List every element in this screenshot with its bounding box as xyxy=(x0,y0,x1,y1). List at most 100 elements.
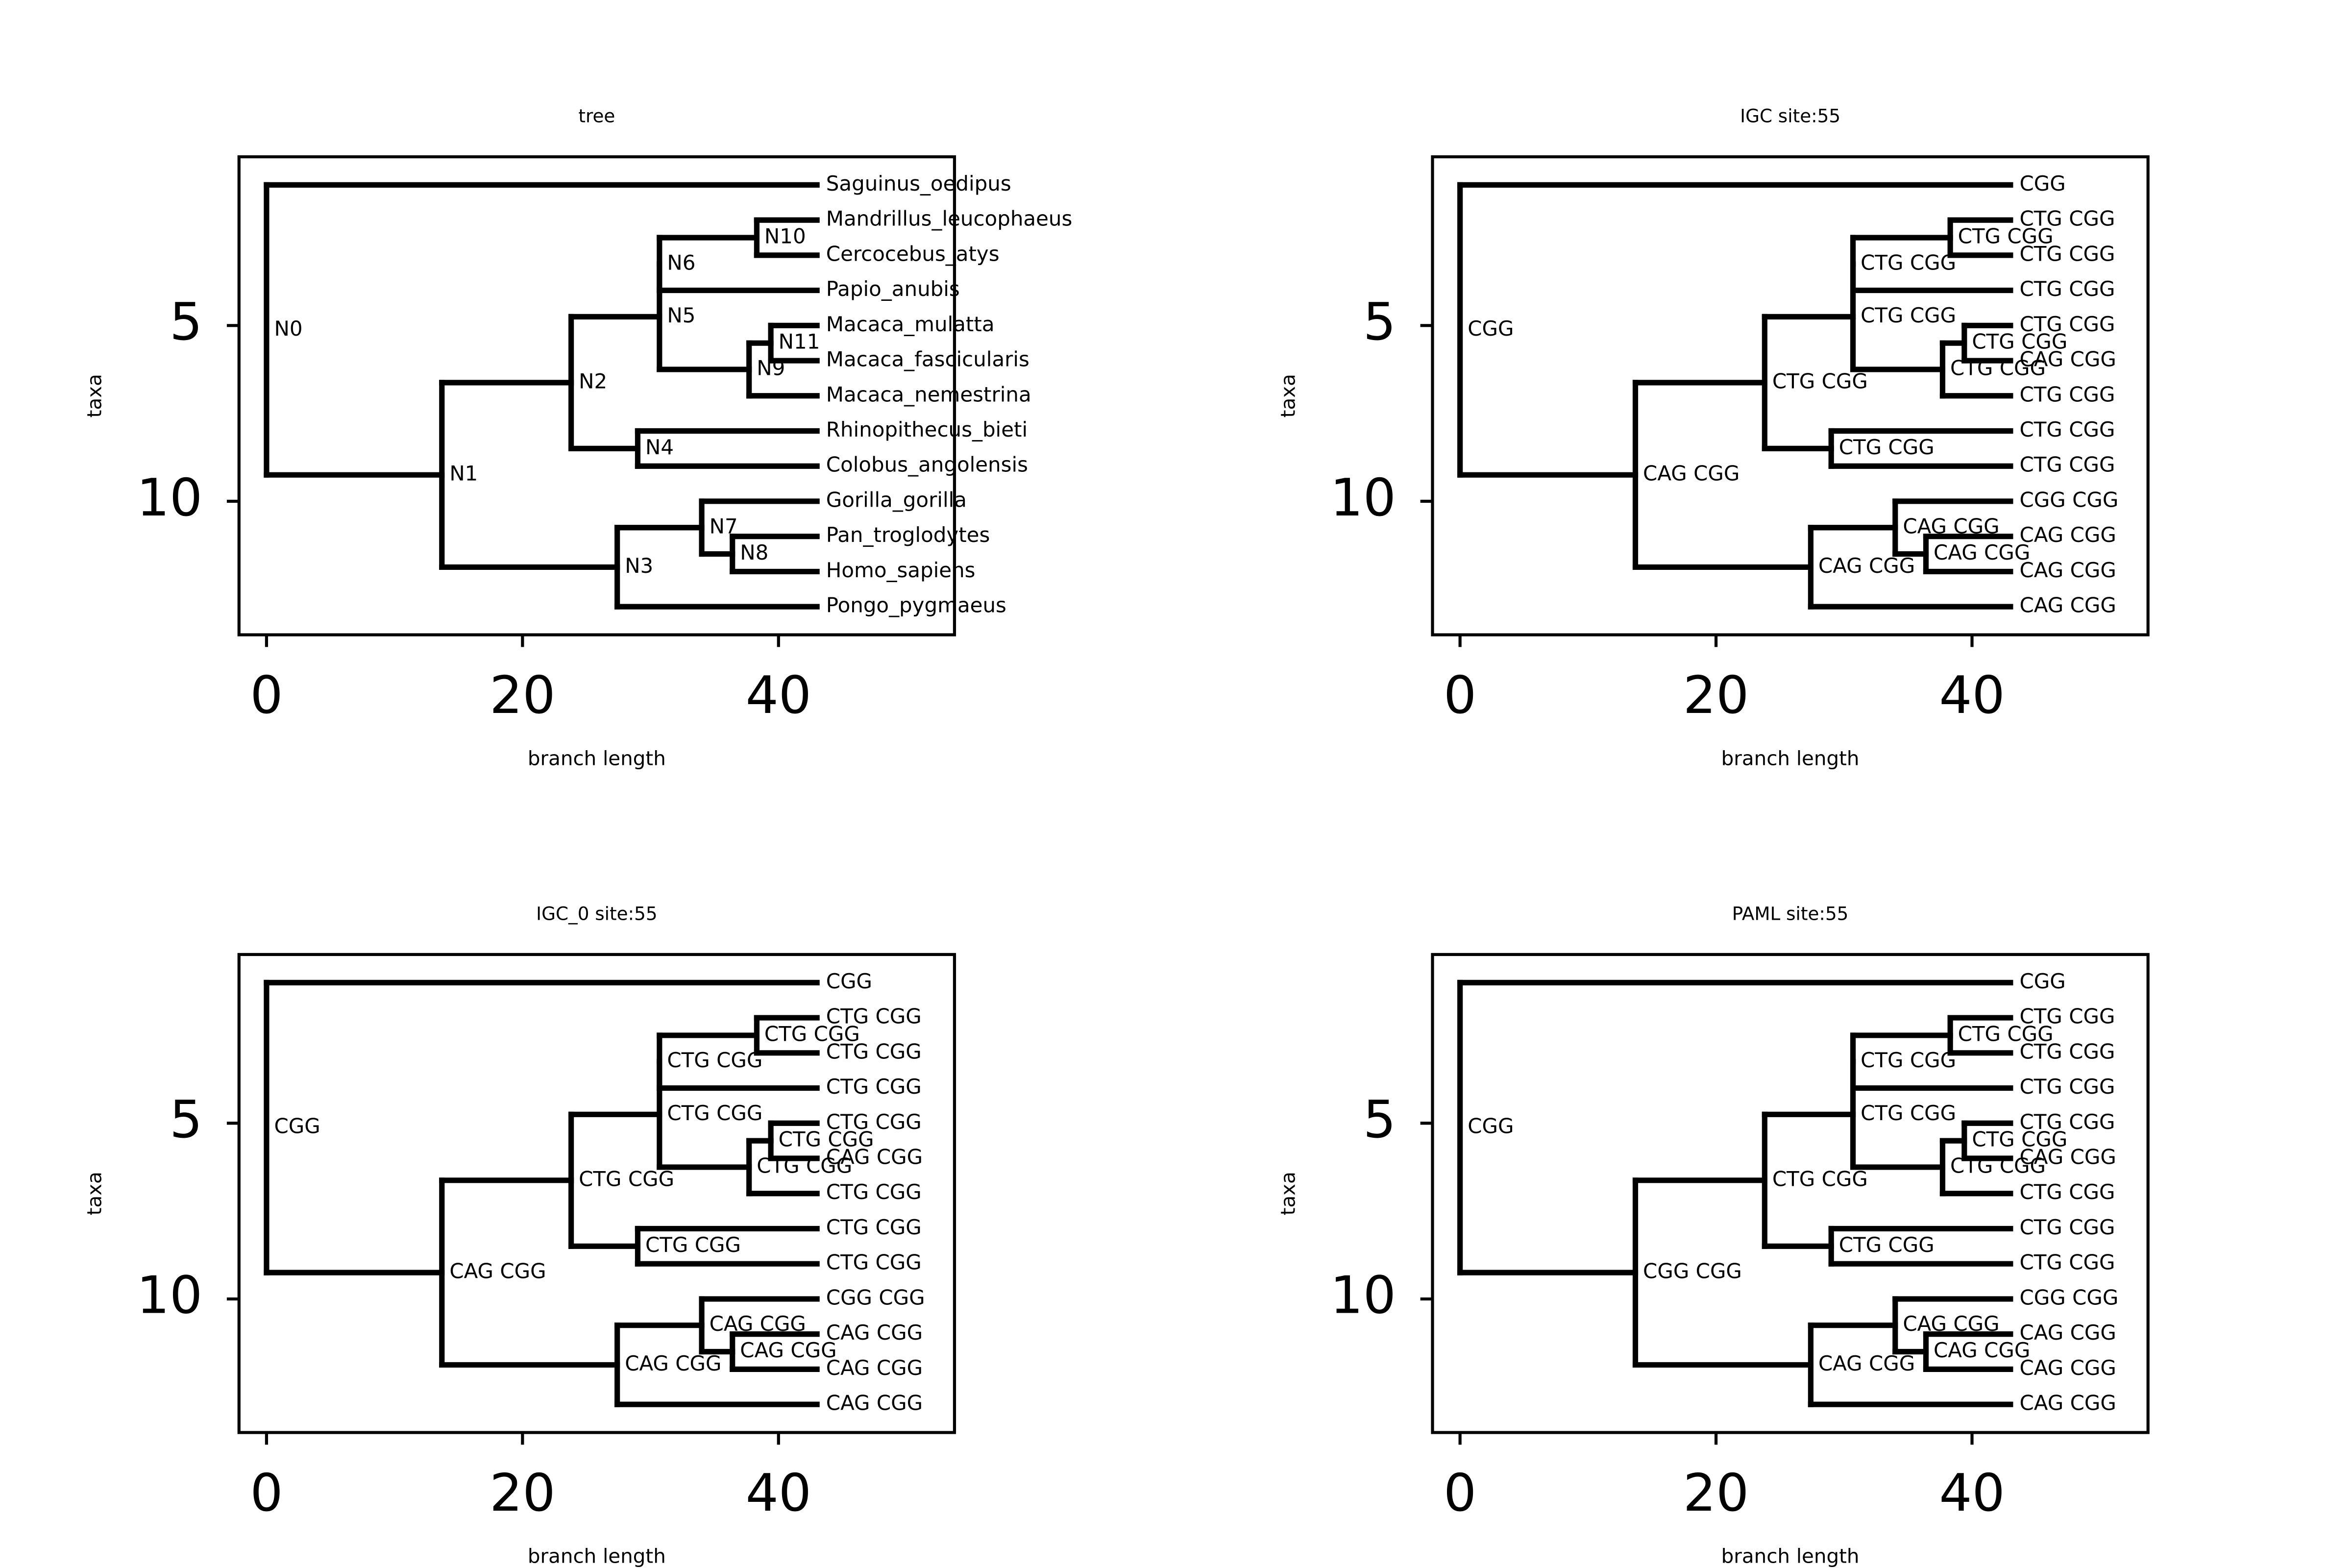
leaf-label: CTG CGG xyxy=(2020,1039,2115,1063)
internal-node-label: CAG CGG xyxy=(1903,1312,1999,1336)
x-tick-label: 20 xyxy=(1683,665,1749,725)
internal-node-label: CTG CGG xyxy=(667,1101,762,1125)
leaf-label: CAG CGG xyxy=(826,1145,923,1169)
internal-node-label: CTG CGG xyxy=(667,1048,762,1072)
internal-node-label: CTG CGG xyxy=(645,1233,741,1257)
internal-node-label: CTG CGG xyxy=(1950,1153,2046,1177)
leaf-label: CGG CGG xyxy=(2020,488,2119,512)
leaf-label: Macaca_fascicularis xyxy=(826,347,1029,371)
leaf-label: Homo_sapiens xyxy=(826,558,976,582)
x-axis-label: branch length xyxy=(528,747,666,770)
leaf-label: Saguinus_oedipus xyxy=(826,172,1011,196)
internal-node-label: CTG CGG xyxy=(1772,1167,1868,1191)
y-tick-label: 10 xyxy=(137,467,202,528)
leaf-label: CAG CGG xyxy=(2020,558,2116,582)
internal-node-label: CGG xyxy=(1468,317,1514,341)
leaf-label: Colobus_angolensis xyxy=(826,453,1028,477)
y-tick-label: 5 xyxy=(170,1089,202,1150)
leaf-label: CTG CGG xyxy=(2020,1250,2115,1274)
internal-node-label: N11 xyxy=(779,330,820,354)
leaf-label: CAG CGG xyxy=(2020,523,2116,547)
leaf-label: CTG CGG xyxy=(2020,382,2115,406)
internal-node-label: CTG CGG xyxy=(1950,356,2046,380)
x-tick-label: 0 xyxy=(250,665,283,725)
y-axis-label: taxa xyxy=(1276,374,1299,417)
leaf-label: CTG CGG xyxy=(826,1215,922,1239)
branches xyxy=(264,980,820,1407)
internal-node-label: CTG CGG xyxy=(757,1153,852,1177)
internal-node-label: CTG CGG xyxy=(1972,330,2067,354)
internal-node-label: N2 xyxy=(579,369,607,393)
internal-node-label: CTG CGG xyxy=(1972,1127,2067,1152)
internal-node-label: CGG xyxy=(1468,1114,1514,1138)
panel: IGC_0 site:55 branch length taxa 0 20 40 5 10 CG… xyxy=(83,903,956,1568)
leaf-label: Gorilla_gorilla xyxy=(826,488,967,512)
branches xyxy=(1457,980,2013,1407)
internal-node-label: CAG CGG xyxy=(625,1351,721,1375)
x-tick-label: 40 xyxy=(1939,1463,2005,1523)
internal-node-label: CAG CGG xyxy=(1818,554,1915,578)
internal-node-label: CTG CGG xyxy=(1958,224,2054,248)
leaf-label: CGG CGG xyxy=(2020,1285,2119,1309)
leaf-label: CTG CGG xyxy=(2020,1075,2115,1099)
y-tick-label: 5 xyxy=(1363,1089,1396,1150)
leaf-label: CAG CGG xyxy=(2020,1356,2116,1380)
internal-node-label: CAG CGG xyxy=(710,1312,806,1336)
leaf-label: CAG CGG xyxy=(2020,1145,2116,1169)
leaf-label: CTG CGG xyxy=(826,1110,922,1134)
y-tick-label: 5 xyxy=(1363,292,1396,352)
panel-title: tree xyxy=(578,105,615,127)
y-tick-label: 5 xyxy=(170,292,202,352)
leaf-label: CTG CGG xyxy=(2020,242,2115,266)
axes-frame xyxy=(1431,953,2150,1434)
x-tick-label: 40 xyxy=(746,665,811,725)
leaf-label: CTG CGG xyxy=(826,1250,922,1274)
leaf-label: CTG CGG xyxy=(826,1004,922,1029)
leaf-label: CAG CGG xyxy=(826,1321,923,1345)
leaf-label: Pan_troglodytes xyxy=(826,523,990,547)
internal-node-label: CTG CGG xyxy=(779,1127,874,1152)
leaf-label: CTG CGG xyxy=(826,1180,922,1204)
leaf-label: Pongo_pygmaeus xyxy=(826,593,1006,617)
leaf-label: CTG CGG xyxy=(2020,1215,2115,1239)
internal-node-label: CTG CGG xyxy=(1861,1048,1956,1072)
internal-node-label: CAG CGG xyxy=(1934,1338,2030,1362)
leaf-label: CTG CGG xyxy=(2020,1110,2115,1134)
leaf-label: CTG CGG xyxy=(2020,1004,2115,1029)
axes-frame xyxy=(1431,155,2150,637)
internal-node-label: N6 xyxy=(667,250,695,274)
leaf-label: CTG CGG xyxy=(2020,277,2115,301)
panel-title: PAML site:55 xyxy=(1732,903,1849,925)
leaf-label: CAG CGG xyxy=(2020,593,2116,617)
axes-frame xyxy=(237,155,956,637)
leaf-label: CGG xyxy=(2020,969,2066,993)
leaf-label: CGG xyxy=(2020,172,2066,196)
x-tick-label: 20 xyxy=(490,1463,555,1523)
leaf-label: CAG CGG xyxy=(826,1391,923,1415)
internal-node-label: CTG CGG xyxy=(1958,1022,2054,1046)
panel-title: IGC site:55 xyxy=(1740,105,1840,127)
leaf-label: CTG CGG xyxy=(2020,312,2115,336)
internal-node-label: CTG CGG xyxy=(1839,1233,1935,1257)
panel: tree branch length taxa 0 20 40 5 10 Saguinus_oe… xyxy=(83,105,1073,770)
leaf-label: CAG CGG xyxy=(2020,347,2116,371)
y-tick-label: 10 xyxy=(1330,467,1396,528)
branches xyxy=(1457,182,2013,610)
internal-node-label: CAG CGG xyxy=(740,1338,836,1362)
internal-node-label: CAG CGG xyxy=(1903,514,1999,538)
x-axis-label: branch length xyxy=(1721,747,1860,770)
y-tick-label: 10 xyxy=(1330,1265,1396,1325)
leaf-label: CTG CGG xyxy=(2020,417,2115,441)
leaf-label: CAG CGG xyxy=(826,1356,923,1380)
internal-node-label: N9 xyxy=(757,356,785,380)
branches xyxy=(264,182,820,610)
leaf-label: CGG CGG xyxy=(826,1285,925,1309)
internal-node-label: CAG CGG xyxy=(449,1259,546,1283)
x-tick-label: 0 xyxy=(1444,1463,1476,1523)
internal-node-label: N10 xyxy=(764,224,806,248)
x-axis-label: branch length xyxy=(1721,1544,1860,1568)
